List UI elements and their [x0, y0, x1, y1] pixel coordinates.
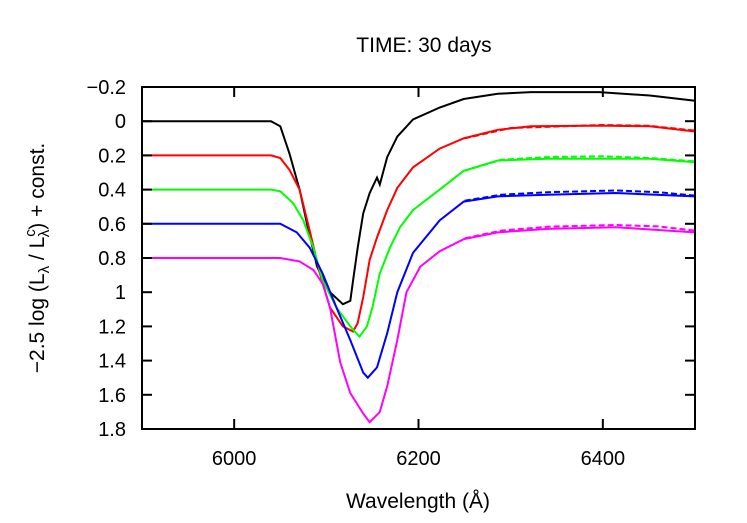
series-line-8-dashed: [464, 223, 696, 240]
series-line-0: [142, 91, 696, 306]
y-tick-label: 0.2: [98, 145, 126, 167]
x-tick-label: 6000: [212, 448, 257, 470]
y-tick-label: −0.2: [87, 77, 126, 99]
y-tick-label: 0.4: [98, 180, 126, 202]
y-tick-label: 0.6: [98, 214, 126, 236]
y-tick-label: 0: [115, 111, 126, 133]
y-tick-label: 0.8: [98, 248, 126, 270]
y-axis-label: −2.5 log (Lλ / Lcλ) + const.: [22, 143, 53, 373]
chart-title: TIME: 30 days: [356, 34, 491, 57]
x-tick-label: 6400: [581, 448, 626, 470]
y-tick-label: 1.8: [98, 419, 126, 441]
y-tick-label: 1.2: [98, 316, 126, 338]
series-line-7-dashed: [464, 189, 696, 202]
axes-layer: 6000 6200 6400 −0.2 0 0.2 0.4 0.6 0.8 1 1.2 1.4 1.6 1…: [87, 77, 696, 470]
series-line-3: [142, 191, 696, 380]
series-layer: [142, 91, 696, 424]
series-line-2: [142, 157, 696, 339]
series-line-6-dashed: [464, 155, 696, 172]
y-tick-label: 1: [115, 282, 126, 304]
series-line-5-dashed: [464, 123, 696, 140]
x-tick-label: 6200: [396, 448, 441, 470]
x-axis-label: Wavelength (Å): [346, 490, 490, 513]
y-tick-label: 1.6: [98, 385, 126, 407]
series-line-4: [142, 226, 696, 424]
y-tick-label: 1.4: [98, 351, 126, 373]
